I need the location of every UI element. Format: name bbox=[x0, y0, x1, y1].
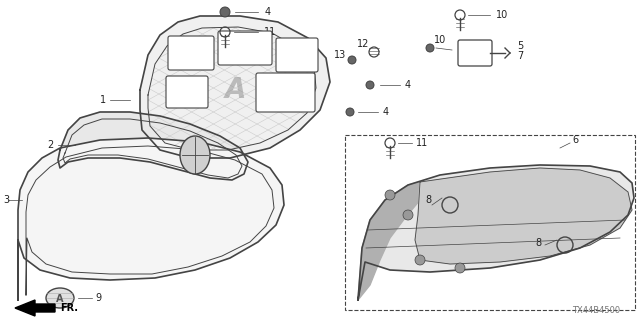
Polygon shape bbox=[415, 168, 632, 264]
Circle shape bbox=[385, 190, 395, 200]
Polygon shape bbox=[358, 182, 420, 300]
Text: 12: 12 bbox=[357, 39, 369, 49]
Polygon shape bbox=[15, 300, 55, 316]
Text: 4: 4 bbox=[405, 80, 411, 90]
Polygon shape bbox=[58, 112, 248, 180]
Circle shape bbox=[415, 255, 425, 265]
Text: A: A bbox=[225, 76, 247, 104]
FancyBboxPatch shape bbox=[218, 31, 272, 65]
FancyBboxPatch shape bbox=[276, 38, 318, 72]
Polygon shape bbox=[140, 16, 330, 158]
Circle shape bbox=[346, 108, 354, 116]
Text: 3: 3 bbox=[3, 195, 9, 205]
Polygon shape bbox=[358, 165, 634, 300]
Circle shape bbox=[426, 44, 434, 52]
Text: 7: 7 bbox=[517, 51, 523, 61]
Text: 9: 9 bbox=[95, 293, 101, 303]
Ellipse shape bbox=[46, 288, 74, 308]
Text: 8: 8 bbox=[425, 195, 431, 205]
Text: 10: 10 bbox=[496, 10, 508, 20]
Bar bbox=[345, 135, 635, 310]
Circle shape bbox=[455, 263, 465, 273]
Text: 1: 1 bbox=[100, 95, 106, 105]
Circle shape bbox=[366, 81, 374, 89]
Text: 4: 4 bbox=[383, 107, 389, 117]
Text: 4: 4 bbox=[265, 7, 271, 17]
Text: 6: 6 bbox=[572, 135, 578, 145]
Circle shape bbox=[403, 210, 413, 220]
Text: 10: 10 bbox=[434, 35, 446, 45]
Text: A: A bbox=[56, 294, 64, 304]
FancyBboxPatch shape bbox=[168, 36, 214, 70]
FancyBboxPatch shape bbox=[166, 76, 208, 108]
Text: FR.: FR. bbox=[60, 303, 78, 313]
Text: 2: 2 bbox=[47, 140, 53, 150]
Circle shape bbox=[348, 56, 356, 64]
Text: 11: 11 bbox=[264, 27, 276, 37]
FancyBboxPatch shape bbox=[256, 73, 315, 112]
Text: 5: 5 bbox=[517, 41, 523, 51]
Polygon shape bbox=[18, 138, 284, 300]
Text: TX44B4500: TX44B4500 bbox=[572, 306, 620, 315]
Text: 8: 8 bbox=[535, 238, 541, 248]
Circle shape bbox=[220, 7, 230, 17]
Ellipse shape bbox=[180, 136, 210, 174]
Text: 11: 11 bbox=[416, 138, 428, 148]
Text: 13: 13 bbox=[334, 50, 346, 60]
